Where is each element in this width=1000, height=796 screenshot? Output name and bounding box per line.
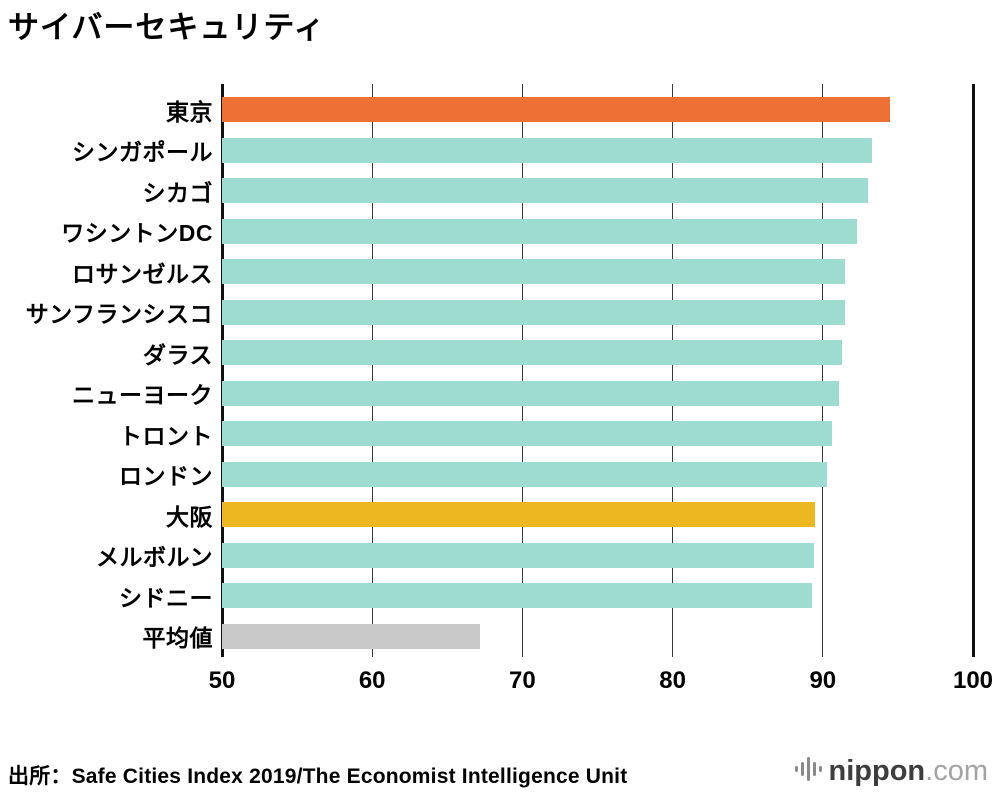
chart-row: ロサンゼルス — [8, 252, 973, 293]
logo-wordmark: nippon.com — [829, 757, 988, 786]
logo-tld: .com — [925, 755, 988, 787]
chart-row: ロンドン — [8, 454, 973, 495]
bar — [222, 299, 846, 325]
x-tick-label: 70 — [509, 666, 536, 694]
bar — [222, 380, 840, 406]
bar — [222, 461, 828, 487]
x-axis-ticks: 50 60 70 80 90 100 — [209, 657, 993, 703]
chart-rows: 東京シンガポールシカゴワシントンDC ロサンゼルスサンフランシスコダラスニューヨー… — [8, 83, 975, 657]
x-tick-label: 90 — [809, 666, 837, 694]
nippon-logo: nippon.com — [794, 753, 988, 790]
gridline — [220, 83, 224, 657]
chart-row: 平均値 — [8, 616, 973, 657]
bar — [222, 542, 814, 568]
bar — [222, 502, 816, 528]
source-credit: 出所：Safe Cities Index 2019/The Economist … — [8, 765, 628, 788]
soundwave-icon — [794, 753, 822, 790]
bar — [222, 583, 813, 609]
bar — [222, 218, 858, 244]
category-label: 大阪 — [166, 503, 213, 530]
x-tick-label: 50 — [208, 666, 236, 694]
gridline — [371, 83, 373, 657]
bar-track — [222, 380, 973, 406]
chart-row: シンガポール — [8, 130, 973, 171]
logo-name: nippon — [828, 755, 926, 787]
category-label: シドニー — [119, 584, 213, 611]
bar-track — [222, 137, 973, 163]
bar-track — [222, 259, 973, 285]
chart-row: メルボルン — [8, 535, 973, 576]
chart-row: シカゴ — [8, 171, 973, 212]
x-tick-label: 80 — [659, 666, 686, 694]
bar-track — [222, 340, 973, 366]
bar — [222, 421, 832, 447]
chart-row: 大阪 — [8, 495, 973, 536]
x-tick-label: 100 — [952, 666, 994, 694]
bar-track — [222, 502, 973, 528]
bar — [222, 178, 868, 204]
category-label: シカゴ — [142, 179, 213, 206]
chart-row: ニューヨーク — [8, 373, 973, 414]
bar-track — [222, 178, 973, 204]
bar-chart: 東京シンガポールシカゴワシントンDC ロサンゼルスサンフランシスコダラスニューヨー… — [8, 83, 993, 703]
bar-track — [222, 299, 973, 325]
bar-track — [222, 218, 973, 244]
bar — [222, 340, 843, 366]
bar — [222, 137, 873, 163]
category-label: トロント — [119, 422, 213, 449]
category-label: ロサンゼルス — [72, 260, 213, 287]
bar — [222, 259, 846, 285]
bar-track — [222, 97, 973, 123]
chart-row: ワシントンDC — [8, 211, 973, 252]
category-label: メルボルン — [95, 544, 213, 571]
footer: 出所：Safe Cities Index 2019/The Economist … — [8, 753, 988, 790]
bar-track — [222, 583, 973, 609]
category-label: サンフランシスコ — [25, 301, 213, 328]
grid — [220, 83, 975, 657]
category-label: 平均値 — [142, 625, 213, 652]
category-label: シンガポール — [72, 139, 213, 166]
category-label: 東京 — [166, 98, 213, 125]
bar-track — [222, 461, 973, 487]
bar-track — [222, 542, 973, 568]
bar-track — [222, 623, 973, 649]
category-label: ニューヨーク — [72, 382, 213, 409]
x-tick-label: 60 — [358, 666, 386, 694]
bar — [222, 623, 481, 649]
chart-row: シドニー — [8, 576, 973, 617]
chart-row: 東京 — [8, 90, 973, 131]
gridline — [672, 83, 674, 657]
chart-row: トロント — [8, 414, 973, 455]
category-label: ロンドン — [119, 463, 213, 490]
category-label: ダラス — [142, 341, 213, 368]
category-label: ワシントンDC — [61, 220, 213, 247]
gridline — [521, 83, 523, 657]
gridline — [822, 83, 824, 657]
gridline — [971, 83, 975, 657]
chart-row: サンフランシスコ — [8, 292, 973, 333]
bar — [222, 97, 891, 123]
chart-row: ダラス — [8, 333, 973, 374]
bar-track — [222, 421, 973, 447]
chart-title: サイバーセキュリティ — [8, 10, 326, 45]
